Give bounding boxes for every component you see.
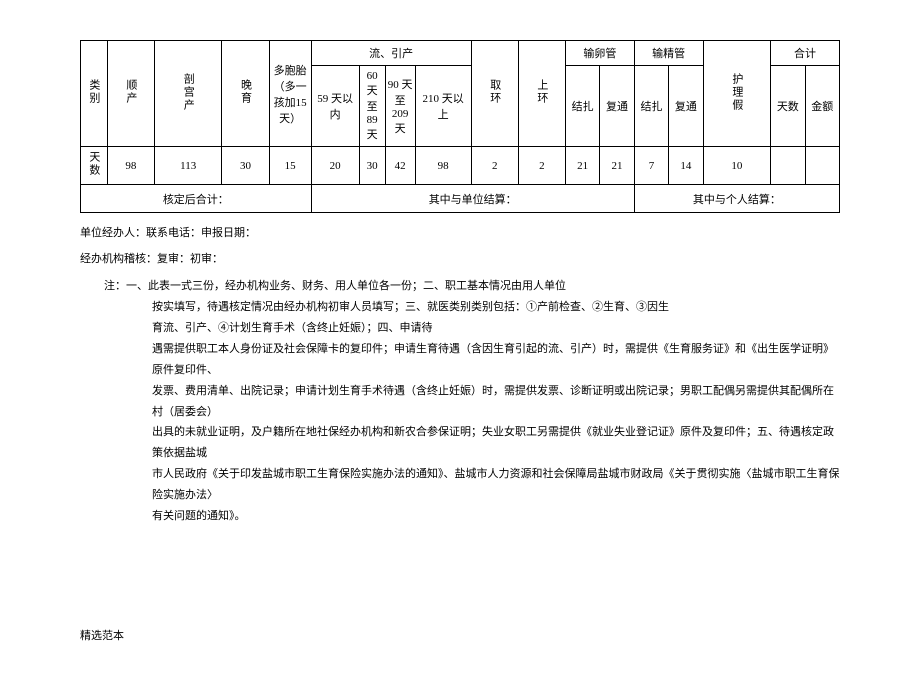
benefit-table: 类别 顺产 剖宫产 晚育 多胞胎（多一孩加15天） 流、引产 取环 上环 输卵管… xyxy=(80,40,840,213)
val-d60: 30 xyxy=(359,147,385,185)
row-label-days: 天数 xyxy=(81,147,108,185)
hdr-shuluan: 输卵管 xyxy=(565,41,634,66)
hdr-sj-futong: 复通 xyxy=(669,66,703,147)
hdr-shujing: 输精管 xyxy=(634,41,703,66)
settle-mid: 其中与单位结算： xyxy=(311,185,634,213)
val-quhuan: 2 xyxy=(471,147,518,185)
val-hulijia: 10 xyxy=(703,147,771,185)
row-label-cat: 类别 xyxy=(81,41,108,147)
val-sj-futong: 14 xyxy=(669,147,703,185)
val-duotai: 15 xyxy=(269,147,311,185)
note-7: 市人民政府《关于印发盐城市职工生育保险实施办法的通知》、盐城市人力资源和社会保障… xyxy=(104,464,840,506)
val-d210: 98 xyxy=(415,147,471,185)
hdr-wanyu: 晚育 xyxy=(222,41,269,147)
val-heji-tianshu xyxy=(771,147,805,185)
hdr-hulijia: 护理假 xyxy=(703,41,771,147)
hdr-shanghuan: 上环 xyxy=(518,41,565,147)
hdr-d210: 210 天以上 xyxy=(415,66,471,147)
note-1: 一、此表一式三份，经办机构业务、财务、用人单位各一份；二、职工基本情况由用人单位 xyxy=(126,280,566,292)
note-8: 有关问题的通知》。 xyxy=(104,506,840,527)
hdr-pougong: 剖宫产 xyxy=(154,41,222,147)
hdr-d60: 60 天至 89 天 xyxy=(359,66,385,147)
note-3: 育流、引产、④计划生育手术（含终止妊娠）；四、申请待 xyxy=(104,318,840,339)
hdr-quhuan: 取环 xyxy=(471,41,518,147)
note-2: 按实填写，待遇核定情况由经办机构初审人员填写；三、就医类别类别包括：①产前检查、… xyxy=(104,297,840,318)
hdr-d59: 59 天以内 xyxy=(311,66,359,147)
note-5: 发票、费用清单、出院记录；申请计划生育手术待遇（含终止妊娠）时，需提供发票、诊断… xyxy=(104,381,840,423)
hdr-sl-futong: 复通 xyxy=(600,66,634,147)
notes-prefix: 注： xyxy=(104,280,126,292)
note-4: 遇需提供职工本人身份证及社会保障卡的复印件；申请生育待遇（含因生育引起的流、引产… xyxy=(104,339,840,381)
hdr-liuyin: 流、引产 xyxy=(311,41,471,66)
val-sj-jieza: 7 xyxy=(634,147,668,185)
hdr-d90: 90 天至 209 天 xyxy=(385,66,415,147)
hdr-sj-jieza: 结扎 xyxy=(634,66,668,147)
val-pougong: 113 xyxy=(154,147,222,185)
hdr-shunchan: 顺产 xyxy=(107,41,154,147)
val-sl-jieza: 21 xyxy=(565,147,599,185)
val-shanghuan: 2 xyxy=(518,147,565,185)
meta-line-1: 单位经办人：联系电话：申报日期： xyxy=(80,225,840,243)
settle-left: 核定后合计： xyxy=(81,185,312,213)
val-shunchan: 98 xyxy=(107,147,154,185)
val-wanyu: 30 xyxy=(222,147,269,185)
val-sl-futong: 21 xyxy=(600,147,634,185)
settle-right: 其中与个人结算： xyxy=(634,185,839,213)
notes-block: 注：一、此表一式三份，经办机构业务、财务、用人单位各一份；二、职工基本情况由用人… xyxy=(80,276,840,527)
footer-text: 精选范本 xyxy=(80,627,840,643)
note-6: 出具的未就业证明，及户籍所在地社保经办机构和新农合参保证明；失业女职工另需提供《… xyxy=(104,422,840,464)
val-heji-jine xyxy=(805,147,839,185)
hdr-heji-tianshu: 天数 xyxy=(771,66,805,147)
hdr-duotai: 多胞胎（多一孩加15天） xyxy=(269,41,311,147)
hdr-heji: 合计 xyxy=(771,41,840,66)
val-d59: 20 xyxy=(311,147,359,185)
hdr-sl-jieza: 结扎 xyxy=(565,66,599,147)
hdr-heji-jine: 金额 xyxy=(805,66,839,147)
val-d90: 42 xyxy=(385,147,415,185)
meta-line-2: 经办机构稽核：复审：初审： xyxy=(80,251,840,269)
